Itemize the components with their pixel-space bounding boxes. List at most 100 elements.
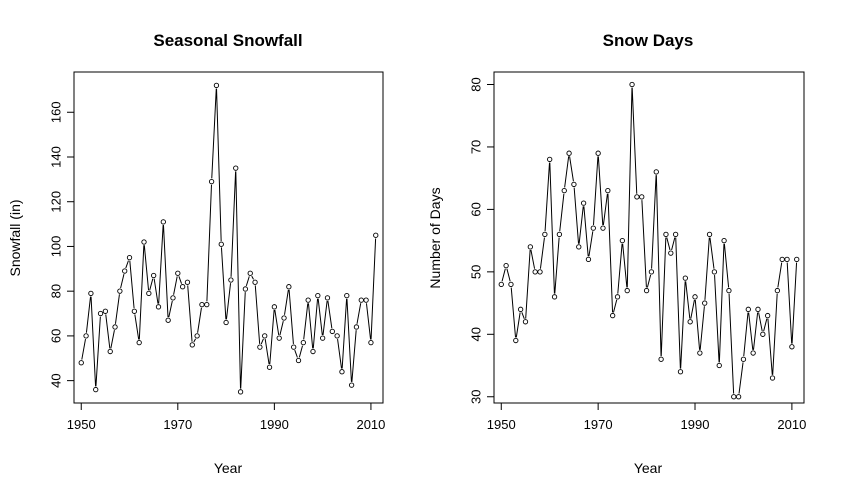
snowfall-chart-title: Seasonal Snowfall [153, 31, 302, 50]
snow-days-data-point [585, 256, 592, 263]
snow-days-data-point [639, 194, 645, 200]
snow-days-data-point [789, 344, 795, 350]
snowfall-data-point [88, 290, 94, 297]
snowfall-data-point [179, 284, 186, 290]
snowfall-data-point [324, 295, 331, 301]
snow-days-data-point [610, 312, 616, 319]
snow-days-data-point [600, 225, 606, 231]
snowfall-data-point [175, 270, 181, 276]
snow-days-data-point [571, 181, 577, 188]
snow-days-data-point [503, 262, 509, 269]
snowfall-data-point [373, 232, 379, 238]
snow-days-y-axis: 30 40 50 60 70 80 [468, 77, 495, 404]
snow-days-data-point [784, 256, 790, 263]
snow-days-panel: Snow Days 1950 1970 1990 2010 304050607080 … [427, 31, 806, 476]
snowfall-data-point [262, 333, 268, 339]
snow-days-data-point [551, 294, 558, 300]
snow-days-data-point [692, 294, 698, 300]
snow-days-data-point [522, 319, 529, 325]
snowfall-data-point [165, 317, 171, 323]
snowfall-data-point [329, 328, 335, 335]
snowfall-data-point [353, 324, 360, 330]
snowfall-data-point [291, 344, 297, 350]
snowfall-data-point [295, 357, 302, 364]
snow-days-data-point [619, 237, 626, 244]
snow-days-data-point [779, 256, 785, 263]
snowfall-data-point [223, 319, 229, 326]
snow-days-data-point [590, 225, 596, 231]
snow-days-data-point [702, 300, 708, 306]
snow-days-y-axis-label: Number of Days [427, 187, 443, 288]
snow-days-x-tick-label: 1970 [584, 417, 613, 432]
snowfall-data-point [141, 239, 147, 245]
snow-days-data-point [566, 150, 572, 156]
snow-days-data-point [556, 231, 563, 238]
snow-days-data-point [735, 394, 742, 400]
snowfall-data-point [276, 335, 282, 341]
snowfall-y-tick-label: 140 [48, 146, 63, 168]
snow-days-y-tick-label: 80 [468, 77, 483, 91]
snowfall-data-point [199, 301, 205, 308]
snow-days-chart-title: Snow Days [603, 31, 694, 50]
snow-days-data-point [648, 269, 655, 275]
snow-days-y-tick-label: 60 [468, 202, 483, 216]
snow-days-plot-frame [493, 71, 805, 404]
snow-days-data-point [706, 231, 713, 238]
snow-days-x-tick-label: 2010 [777, 417, 806, 432]
snowfall-points [78, 82, 379, 395]
snow-days-data-point [542, 231, 548, 238]
snow-days-series-line [501, 87, 798, 394]
snow-days-x-axis: 1950 1970 1990 2010 [487, 402, 806, 432]
snowfall-x-tick-label: 1950 [67, 417, 96, 432]
snowfall-y-tick-label: 160 [48, 101, 63, 123]
snowfall-data-point [131, 308, 138, 314]
snow-days-data-point [561, 188, 567, 194]
snowfall-data-point [126, 254, 133, 261]
snowfall-y-axis: 40 60 80 100 120 140 160 [48, 101, 75, 388]
snow-days-data-point [498, 281, 504, 287]
snowfall-data-point [348, 382, 355, 388]
snowfall-x-tick-label: 1990 [260, 417, 289, 432]
snow-days-data-point [634, 194, 640, 200]
snowfall-panel: Seasonal Snowfall 1950 1970 1990 2010 40 60 8… [7, 31, 385, 476]
snow-days-data-point [517, 306, 524, 312]
snow-days-data-point [794, 256, 800, 263]
snow-days-data-point [643, 287, 650, 294]
snowfall-data-point [300, 339, 306, 346]
snowfall-y-axis-label: Snowfall (in) [7, 199, 23, 276]
snowfall-data-point [339, 369, 345, 375]
snow-days-data-point [687, 319, 693, 325]
snow-days-data-point [672, 231, 679, 238]
snow-days-data-point [513, 337, 519, 344]
snowfall-data-point [242, 286, 249, 292]
snowfall-x-tick-label: 2010 [356, 417, 385, 432]
snowfall-x-axis: 1950 1970 1990 2010 [67, 402, 385, 432]
snowfall-data-point [83, 333, 89, 339]
snowfall-data-point [208, 178, 215, 185]
snowfall-plot-frame [73, 71, 384, 404]
snowfall-data-point [368, 339, 374, 346]
snow-days-data-point [595, 150, 601, 156]
snow-days-data-point [537, 269, 543, 275]
snowfall-data-point [93, 386, 99, 393]
snowfall-data-point [271, 304, 278, 310]
snowfall-data-point [204, 301, 210, 308]
snow-days-data-point [745, 306, 751, 312]
snowfall-data-point [151, 272, 157, 279]
snowfall-data-point [237, 389, 244, 395]
snow-days-data-point [658, 356, 664, 362]
snowfall-data-point [97, 310, 104, 317]
snow-days-data-point [774, 287, 781, 294]
snow-days-data-point [576, 244, 582, 250]
snow-days-data-point [663, 231, 669, 238]
snow-days-data-point [614, 294, 621, 300]
snow-days-y-tick-label: 50 [468, 265, 483, 279]
snowfall-data-point [334, 333, 340, 339]
snow-days-data-point [677, 369, 684, 375]
snowfall-data-point [155, 304, 162, 310]
snow-days-data-point [765, 312, 771, 319]
snow-days-y-tick-label: 30 [468, 390, 483, 404]
snow-days-data-point [740, 356, 747, 362]
snowfall-data-point [78, 360, 84, 366]
snow-days-data-point [769, 375, 776, 381]
